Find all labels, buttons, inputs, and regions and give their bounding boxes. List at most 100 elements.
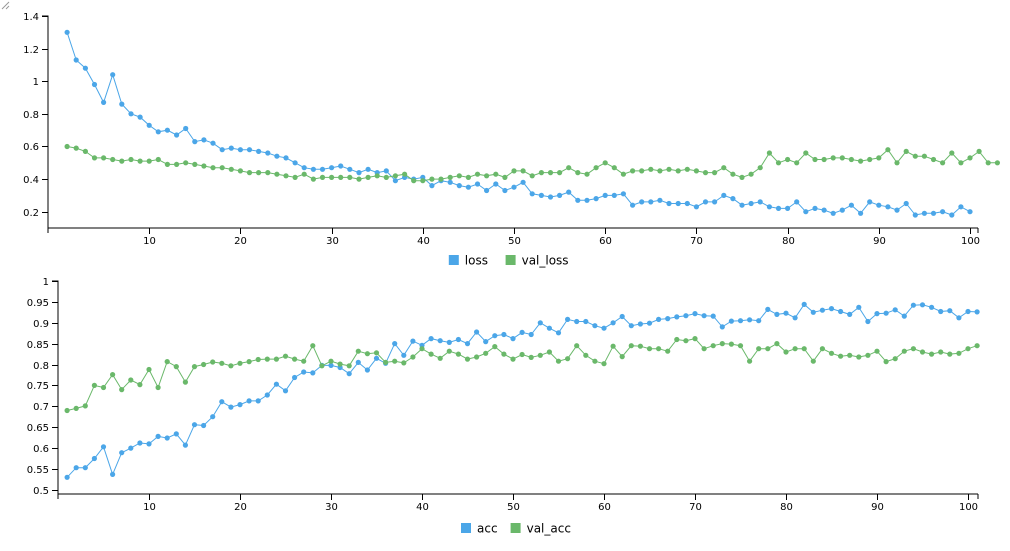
data-point-val_loss: [566, 165, 572, 171]
data-point-acc: [146, 441, 152, 447]
data-point-val_acc: [883, 359, 889, 365]
data-point-loss: [830, 210, 836, 216]
data-point-val_loss: [602, 160, 608, 166]
data-point-val_acc: [692, 336, 698, 342]
data-point-val_loss: [538, 170, 545, 176]
data-point-acc: [364, 367, 370, 373]
legend-item-acc[interactable]: acc: [461, 522, 498, 536]
data-point-loss: [91, 81, 98, 88]
data-point-acc: [856, 304, 862, 310]
data-point-val_acc: [364, 351, 370, 357]
data-point-loss: [839, 207, 845, 213]
data-point-acc: [501, 331, 507, 338]
legend: acc val_acc: [461, 522, 571, 536]
data-point-acc: [619, 313, 625, 320]
data-point-val_acc: [628, 343, 634, 349]
data-point-acc: [892, 307, 898, 313]
data-point-acc: [110, 471, 116, 477]
data-point-loss: [392, 178, 398, 184]
x-tick-label: 10: [143, 502, 156, 513]
data-point-loss: [383, 168, 389, 174]
data-point-val_loss: [912, 153, 918, 159]
legend-item-val_acc[interactable]: val_acc: [510, 522, 571, 536]
data-point-loss: [757, 199, 763, 205]
data-point-val_acc: [392, 358, 398, 364]
data-point-loss: [785, 205, 791, 211]
data-point-val_loss: [456, 173, 462, 179]
data-point-loss: [739, 202, 745, 208]
data-point-acc: [601, 325, 607, 331]
legend-item-loss[interactable]: loss: [448, 254, 488, 268]
data-point-val_acc: [865, 352, 871, 358]
data-point-val_acc: [510, 356, 516, 362]
data-point-acc: [492, 333, 498, 339]
data-point-val_loss: [474, 171, 481, 177]
chart-1: 0.2 0.4 0.6 0.8 1 1.2 1.4 10 20 30 40 50 60 70 80 90 100…: [23, 12, 1001, 268]
data-point-loss: [365, 166, 371, 172]
data-point-val_loss: [858, 158, 864, 164]
data-point-val_acc: [747, 358, 753, 364]
data-point-loss: [292, 160, 298, 166]
data-point-loss: [940, 209, 946, 215]
data-point-loss: [319, 166, 326, 172]
data-point-loss: [858, 210, 864, 216]
data-point-val_acc: [428, 351, 434, 357]
data-point-loss: [547, 194, 554, 200]
data-point-val_acc: [901, 348, 907, 354]
data-point-val_loss: [183, 160, 189, 166]
data-point-loss: [639, 199, 645, 205]
data-point-val_loss: [164, 161, 170, 167]
series-line-val_acc: [66, 338, 978, 411]
data-point-acc: [128, 445, 134, 451]
data-point-val_acc: [483, 350, 489, 356]
data-point-loss: [666, 200, 672, 207]
data-point-val_loss: [356, 176, 362, 182]
data-point-acc: [665, 316, 671, 322]
data-point-val_acc: [710, 343, 716, 349]
data-point-val_acc: [401, 360, 407, 366]
resize-grip-icon[interactable]: [0, 0, 10, 10]
series-val_loss: [64, 143, 1001, 184]
data-point-val_loss: [438, 176, 444, 182]
data-point-loss: [967, 209, 973, 215]
data-point-val_loss: [429, 176, 435, 182]
data-point-val_loss: [702, 170, 709, 176]
x-axis-ends: [57, 494, 979, 499]
data-point-loss: [903, 200, 909, 207]
data-point-loss: [520, 179, 526, 185]
data-point-val_loss: [557, 170, 563, 176]
data-point-loss: [775, 205, 782, 211]
y-tick-label: 0.6: [33, 444, 49, 455]
data-point-loss: [137, 114, 143, 120]
data-point-acc: [756, 318, 762, 324]
data-point-val_loss: [867, 156, 873, 163]
x-tick-label: 90: [873, 236, 886, 247]
data-point-loss: [684, 200, 690, 207]
data-point-loss: [274, 153, 280, 159]
data-point-loss: [794, 199, 800, 205]
legend-item-val_loss[interactable]: val_loss: [505, 254, 569, 268]
data-point-val_loss: [420, 178, 426, 184]
data-point-val_acc: [137, 382, 143, 388]
data-point-loss: [128, 111, 134, 117]
data-point-acc: [355, 359, 361, 365]
data-point-acc: [401, 352, 407, 358]
data-point-loss: [821, 207, 827, 213]
data-point-val_acc: [455, 351, 461, 357]
data-point-loss: [347, 166, 353, 172]
data-point-acc: [64, 474, 70, 480]
data-point-acc: [273, 381, 279, 387]
y-tick-label: 0.65: [27, 423, 49, 434]
data-point-val_loss: [830, 155, 836, 161]
data-point-val_loss: [611, 165, 617, 171]
data-point-acc: [710, 313, 716, 319]
data-point-val_loss: [620, 171, 627, 177]
data-point-val_loss: [155, 156, 161, 163]
data-point-acc: [519, 329, 525, 335]
data-point-val_loss: [848, 156, 855, 163]
data-point-val_loss: [374, 173, 380, 179]
data-point-acc: [674, 314, 680, 320]
data-point-acc: [428, 336, 434, 342]
data-point-acc: [210, 414, 216, 420]
data-point-val_acc: [528, 354, 534, 360]
